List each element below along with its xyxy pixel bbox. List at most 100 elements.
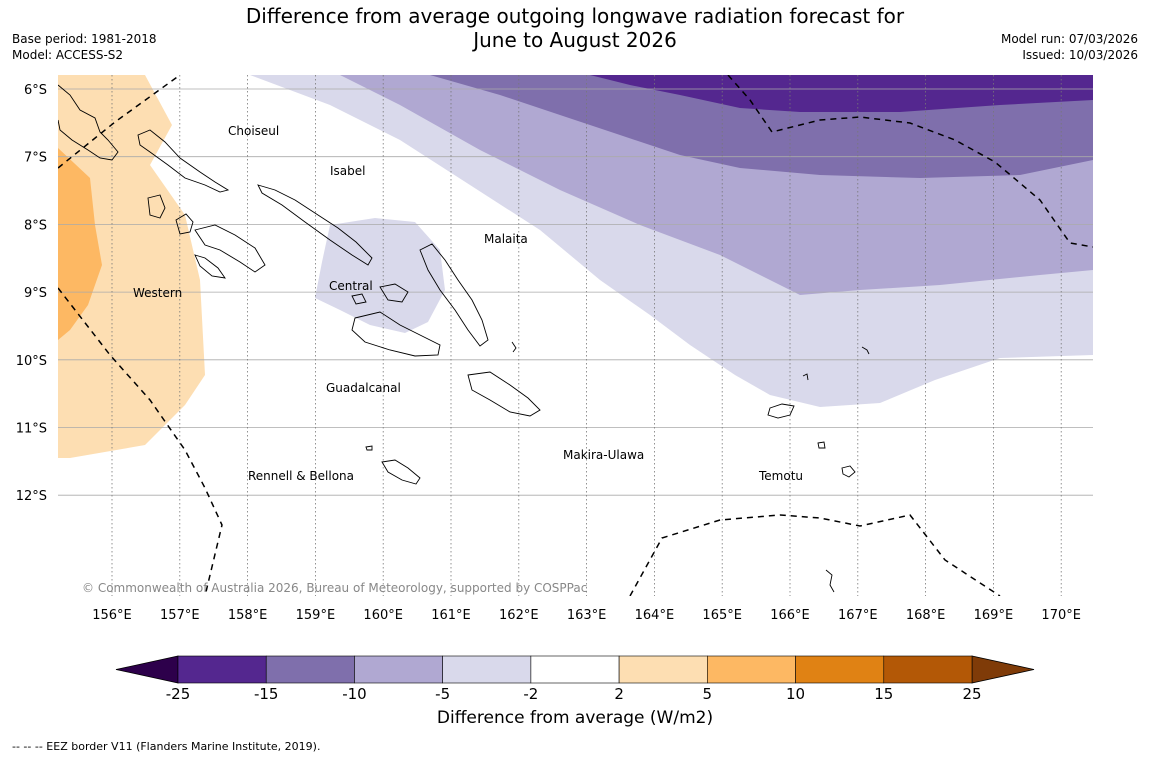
- colorbar-tick-label: 15: [874, 685, 893, 700]
- lon-tick-label: 165°E: [702, 608, 742, 623]
- bougainville-coast: [58, 84, 119, 161]
- province-label-isabel: Isabel: [330, 164, 365, 178]
- lat-tick-label: 7°S: [24, 151, 47, 166]
- model-run: Model run: 07/03/2026: [1000, 32, 1138, 46]
- lat-tick-label: 11°S: [16, 422, 47, 437]
- lon-tick-label: 167°E: [838, 608, 878, 623]
- guadalcanal-island: [351, 311, 441, 357]
- colorbar-tick-label: 5: [703, 685, 713, 700]
- choiseul-island: [137, 129, 230, 193]
- province-label-choiseul: Choiseul: [228, 124, 279, 138]
- colorbar-over-arrow: [971, 655, 1035, 684]
- lon-tick-label: 169°E: [974, 608, 1014, 623]
- lat-tick-label: 9°S: [24, 286, 47, 301]
- eez-border-south: [629, 514, 1001, 596]
- eez-footnote: -- -- -- EEZ border V11 (Flanders Marine…: [12, 740, 321, 753]
- russell-islands: [351, 293, 367, 305]
- vella-lavella-island: [147, 194, 166, 219]
- colorbar-segment: [795, 655, 885, 684]
- colorbar-segment: [618, 655, 708, 684]
- longitude-gridlines: [111, 75, 1062, 596]
- duff-island: [802, 373, 809, 381]
- bellona-island: [365, 445, 373, 451]
- lat-tick-label: 6°S: [24, 83, 47, 98]
- meta-left: Base period: 1981-2018 Model: ACCESS-S2: [12, 31, 157, 63]
- lon-tick-label: 164°E: [635, 608, 675, 623]
- colorbar-segment: [707, 655, 796, 684]
- isabel-island: [257, 184, 373, 266]
- map-plot-area: Choiseul Isabel Malaita Central Western …: [58, 75, 1093, 596]
- base-period: Base period: 1981-2018: [12, 32, 157, 46]
- latitude-axis-labels: 6°S 7°S 8°S 9°S 10°S 11°S 12°S: [16, 83, 47, 504]
- province-label-rennell-bellona: Rennell & Bellona: [248, 469, 354, 483]
- makira-island: [467, 371, 541, 417]
- lat-tick-label: 12°S: [16, 489, 47, 504]
- lon-tick-label: 160°E: [363, 608, 403, 623]
- colorbar-tick-label: -5: [435, 685, 450, 700]
- colorbar-segment: [442, 655, 532, 684]
- anomaly-band-minus-15-to-minus-25: [590, 75, 1093, 112]
- colorbar-segment: [354, 655, 443, 684]
- colorbar-tick-label: -25: [166, 685, 191, 700]
- eez-border-north: [727, 75, 1093, 248]
- reef-island: [861, 346, 870, 355]
- lon-tick-label: 157°E: [160, 608, 200, 623]
- colorbar-segment: [177, 655, 267, 684]
- kolombangara-island: [175, 213, 194, 235]
- colorbar-tick-label: 2: [614, 685, 624, 700]
- province-label-temotu: Temotu: [758, 469, 803, 483]
- province-label-makira-ulawa: Makira-Ulawa: [563, 448, 644, 462]
- lon-tick-label: 161°E: [431, 608, 471, 623]
- lon-tick-label: 162°E: [499, 608, 539, 623]
- florida-islands: [379, 283, 409, 303]
- colorbar-tick-label: 25: [962, 685, 981, 700]
- lon-tick-label: 166°E: [770, 608, 810, 623]
- title-line-2: June to August 2026: [473, 28, 677, 52]
- colorbar: -25 -15 -10 -5 -2 2 5 10 15 25: [115, 655, 1035, 700]
- eez-border-west-lower: [58, 287, 223, 596]
- small-malaita-island: [511, 341, 517, 353]
- province-label-guadalcanal: Guadalcanal: [326, 381, 401, 395]
- copyright-notice: © Commonwealth of Australia 2026, Bureau…: [82, 581, 587, 595]
- utupua-island: [817, 441, 826, 449]
- lon-tick-label: 156°E: [92, 608, 132, 623]
- model-name: Model: ACCESS-S2: [12, 48, 124, 62]
- coastlines: [58, 84, 870, 593]
- province-label-central: Central: [329, 279, 373, 293]
- rennell-island: [381, 459, 421, 485]
- eez-borders: [58, 75, 1093, 596]
- colorbar-segment: [530, 655, 620, 684]
- lat-tick-label: 8°S: [24, 218, 47, 233]
- latitude-gridlines: [58, 88, 1093, 496]
- meta-right: Model run: 07/03/2026 Issued: 10/03/2026: [1001, 31, 1138, 63]
- colorbar-segment: [265, 655, 355, 684]
- colorbar-label: Difference from average (W/m2): [436, 708, 714, 728]
- colorbar-under-arrow: [115, 655, 179, 684]
- colorbar-tick-label: 10: [786, 685, 805, 700]
- eez-border-west-upper: [58, 75, 181, 169]
- lat-tick-label: 10°S: [16, 354, 47, 369]
- malaita-island: [419, 243, 489, 347]
- lon-tick-label: 170°E: [1041, 608, 1081, 623]
- lon-tick-label: 168°E: [906, 608, 946, 623]
- province-labels: Choiseul Isabel Malaita Central Western …: [133, 124, 803, 483]
- rendova-island: [194, 254, 226, 279]
- province-label-malaita: Malaita: [484, 232, 528, 246]
- tikopia-island: [825, 569, 835, 593]
- province-label-western: Western: [133, 286, 182, 300]
- vanikoro-island: [841, 465, 856, 478]
- anomaly-band-2-to-5: [58, 75, 205, 458]
- colorbar-tick-label: -2: [523, 685, 538, 700]
- lon-tick-label: 158°E: [228, 608, 268, 623]
- new-georgia-island: [194, 224, 266, 273]
- title-line-1: Difference from average outgoing longwav…: [245, 4, 905, 28]
- longitude-axis-labels: 156°E 157°E 158°E 159°E 160°E 161°E 162°E 163°E…: [92, 608, 1081, 623]
- lon-tick-label: 163°E: [567, 608, 607, 623]
- colorbar-tick-label: -15: [254, 685, 279, 700]
- colorbar-tick-label: -10: [342, 685, 367, 700]
- map-figure: Choiseul Isabel Malaita Central Western …: [16, 75, 1093, 700]
- colorbar-segment: [883, 655, 973, 684]
- issued-date: Issued: 10/03/2026: [1022, 48, 1138, 62]
- map-title: Difference from average outgoing longwav…: [0, 4, 1150, 52]
- santa-cruz-island: [767, 403, 795, 419]
